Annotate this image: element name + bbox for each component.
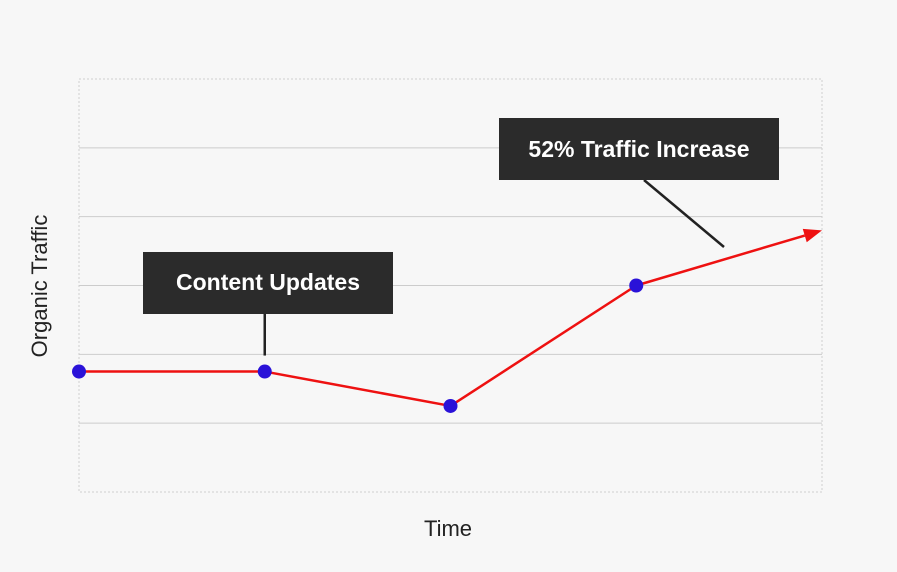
annotation-box-content-updates <box>143 252 393 314</box>
annotation-content-updates: Content Updates <box>143 252 393 314</box>
annotation-box-traffic-increase <box>499 118 779 180</box>
data-point <box>443 398 458 413</box>
data-points <box>72 278 644 413</box>
annotation-leaders <box>263 179 725 356</box>
annotation-text-content-updates: Content Updates <box>176 269 360 295</box>
data-point <box>257 364 272 379</box>
annotation-text-traffic-increase: 52% Traffic Increase <box>528 136 749 162</box>
data-point <box>72 364 86 379</box>
annotation-leader <box>643 179 725 248</box>
data-point <box>629 278 644 293</box>
y-axis-label: Organic Traffic <box>27 215 52 358</box>
series-arrowhead <box>802 228 822 243</box>
x-axis-label: Time <box>424 516 472 541</box>
annotation-traffic-increase: 52% Traffic Increase <box>499 118 779 180</box>
